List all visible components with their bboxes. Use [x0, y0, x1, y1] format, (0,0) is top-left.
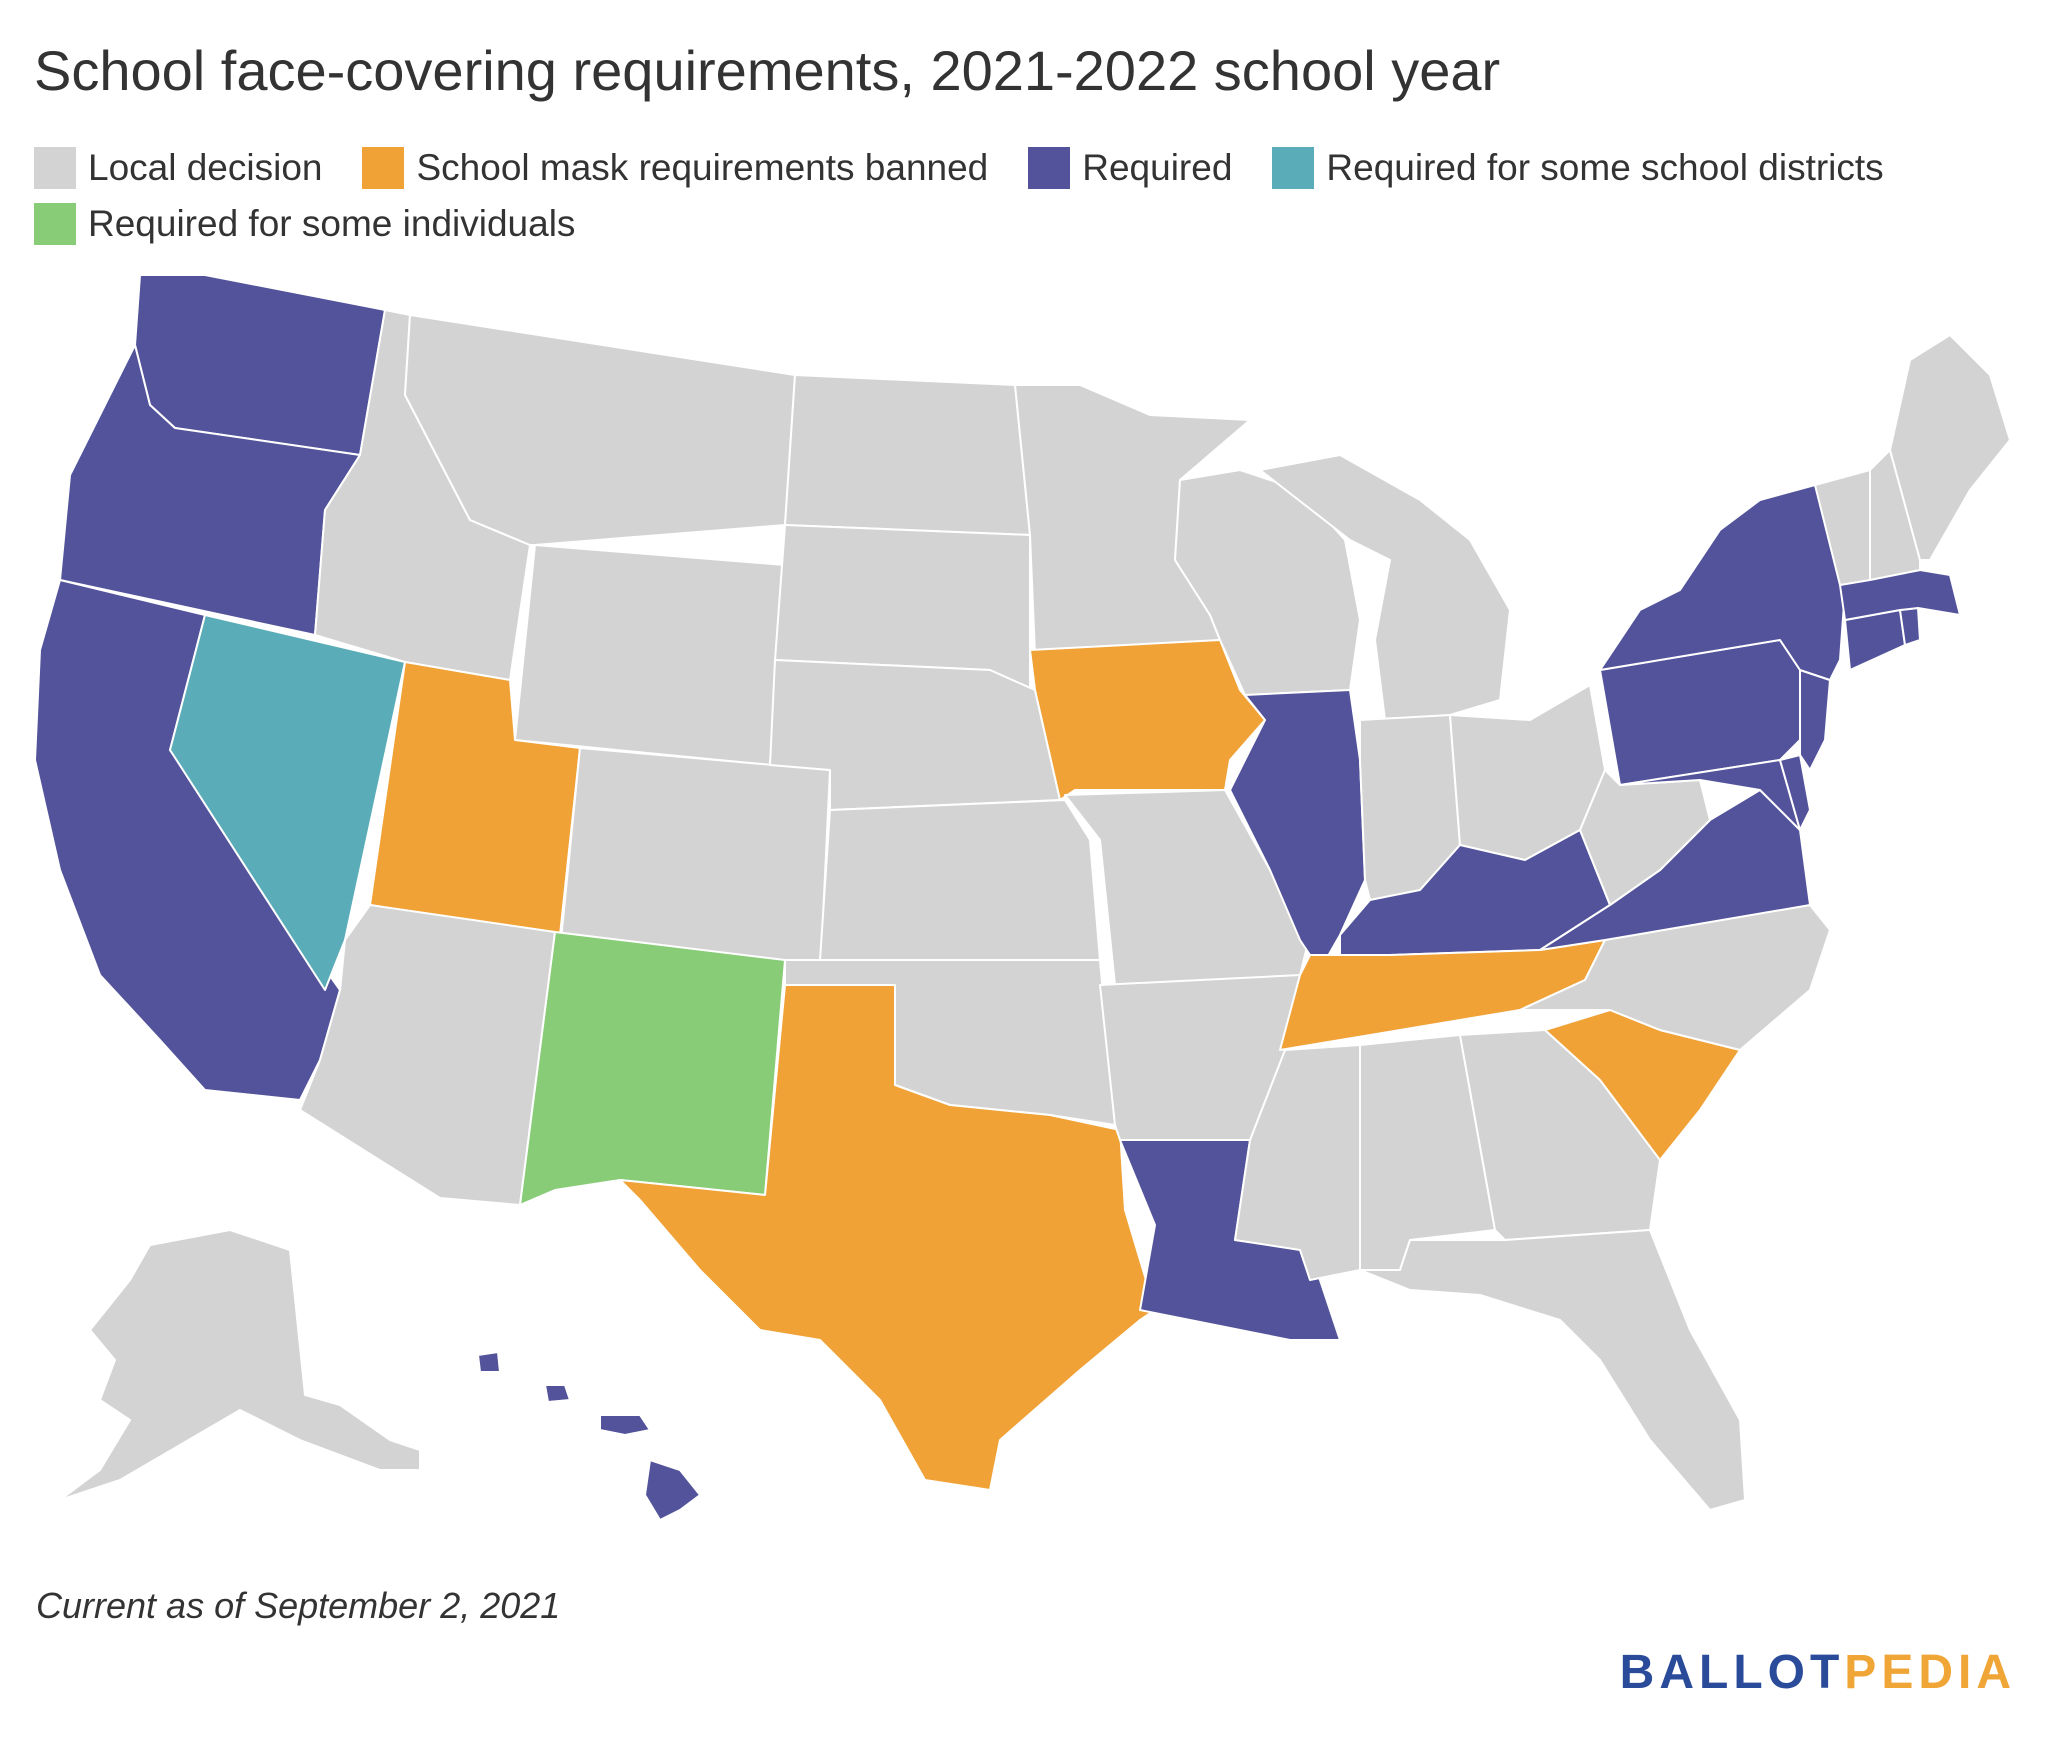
state-hawaii-kauai[interactable]	[477, 1351, 501, 1373]
footnote: Current as of September 2, 2021	[36, 1585, 561, 1626]
state-new-mexico[interactable]	[519, 931, 786, 1206]
state-west-virginia[interactable]	[1579, 769, 1711, 906]
state-north-carolina[interactable]	[1519, 904, 1831, 1051]
state-florida[interactable]	[1359, 1229, 1746, 1511]
legend-item-banned: School mask requirements banned	[362, 147, 988, 189]
state-nevada[interactable]	[169, 614, 406, 991]
legend-label-some-individuals: Required for some individuals	[88, 203, 576, 244]
logo-part-ballot: BALLOT	[1619, 1646, 1845, 1699]
legend-label-required: Required	[1082, 147, 1233, 188]
state-new-hampshire[interactable]	[1869, 449, 1921, 581]
legend-swatch-banned	[362, 147, 405, 189]
map-title: School face-covering requirements, 2021-…	[34, 39, 1501, 102]
legend-swatch-required	[1028, 147, 1071, 189]
state-maine[interactable]	[1889, 334, 2011, 561]
legend-row-2: Required for some individuals	[34, 196, 2024, 252]
legend-swatch-local-decision	[34, 147, 76, 189]
legend: Local decision School mask requirements …	[34, 140, 2024, 252]
legend-label-local-decision: Local decision	[88, 147, 323, 188]
legend-swatch-some-individuals	[34, 203, 76, 245]
state-delaware[interactable]	[1779, 754, 1811, 831]
ballotpedia-logo[interactable]: BALLOTPEDIA	[1620, 1645, 2016, 1700]
legend-item-some-districts: Required for some school districts	[1272, 147, 1884, 189]
state-michigan[interactable]	[1259, 454, 1511, 721]
state-new-york[interactable]	[1599, 484, 1846, 681]
legend-item-required: Required	[1028, 147, 1232, 189]
state-north-dakota[interactable]	[784, 374, 1031, 536]
state-maryland[interactable]	[1619, 759, 1801, 831]
legend-item-some-individuals: Required for some individuals	[34, 203, 575, 245]
state-wyoming[interactable]	[514, 544, 786, 766]
state-massachusetts[interactable]	[1839, 569, 1961, 621]
state-alaska[interactable]	[59, 1229, 421, 1501]
state-kansas[interactable]	[819, 799, 1101, 961]
legend-row-1: Local decision School mask requirements …	[34, 140, 2024, 196]
state-new-jersey[interactable]	[1799, 669, 1831, 771]
state-hawaii-island[interactable]	[644, 1459, 701, 1521]
state-hawaii-oahu[interactable]	[544, 1384, 571, 1403]
state-hawaii-maui[interactable]	[599, 1414, 651, 1436]
logo-part-pedia: PEDIA	[1844, 1646, 2016, 1699]
legend-item-local-decision: Local decision	[34, 147, 322, 189]
state-iowa[interactable]	[1029, 639, 1266, 801]
us-map-svg	[34, 274, 2011, 1521]
state-texas[interactable]	[619, 984, 1156, 1491]
legend-swatch-some-districts	[1272, 147, 1315, 189]
us-map	[0, 250, 2048, 1550]
legend-label-banned: School mask requirements banned	[416, 147, 989, 188]
legend-label-some-districts: Required for some school districts	[1326, 147, 1884, 188]
